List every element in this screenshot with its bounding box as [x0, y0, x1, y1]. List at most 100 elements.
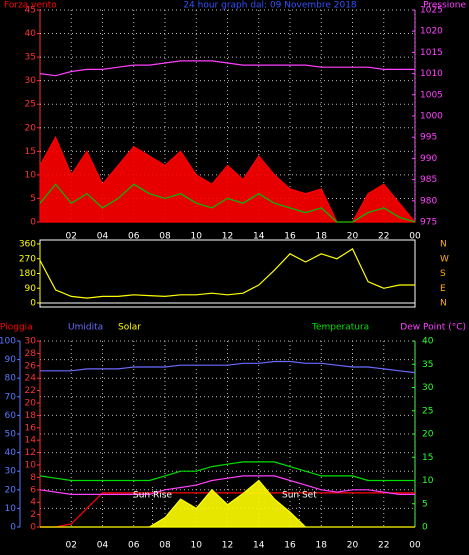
- x-tick-label: 14: [253, 232, 265, 242]
- y-tick-label: 180: [19, 269, 36, 279]
- y-tick-label: 25: [422, 406, 433, 416]
- y-tick-label: 70: [5, 392, 17, 402]
- series-line: [39, 183, 416, 223]
- chart-title: 24 hour graph dal: 09 Novembre 2018: [183, 1, 357, 11]
- y-tick-label: 10: [422, 476, 434, 486]
- y-tick-label: 45: [25, 6, 36, 16]
- annotation: Sun Rise: [133, 491, 172, 501]
- y-tick-label: 28: [25, 349, 37, 359]
- y-tick-label: 90: [5, 355, 17, 365]
- x-tick-label: 06: [128, 232, 140, 242]
- y-tick-label: 90: [25, 284, 37, 294]
- y-tick-label: S: [440, 269, 446, 279]
- series-line: [39, 60, 415, 77]
- x-tick-label: 06: [128, 541, 140, 551]
- y-tick-label: 2: [30, 510, 36, 520]
- y-tick-label: 990: [420, 154, 437, 164]
- legend-label: Temperatura: [311, 323, 369, 333]
- y-tick-label: 80: [5, 374, 17, 384]
- series-area: [39, 135, 417, 223]
- x-tick-label: 12: [222, 232, 233, 242]
- x-tick-label: 02: [66, 541, 77, 551]
- y-tick-label: 20: [25, 123, 37, 133]
- x-tick-label: 02: [66, 232, 77, 242]
- y-tick-label: 6: [30, 485, 36, 495]
- y-tick-label: 1000: [420, 112, 443, 122]
- y-tick-label: 1020: [420, 27, 443, 37]
- series-line: [39, 461, 415, 482]
- x-tick-label: 16: [284, 232, 296, 242]
- y-tick-label: 26: [25, 361, 37, 371]
- y-tick-label: W: [440, 254, 449, 264]
- series-line: [40, 492, 415, 528]
- x-tick-label: 00: [409, 541, 421, 551]
- y-tick-label: 14: [25, 436, 37, 446]
- y-tick-label: 1025: [420, 6, 443, 16]
- y-tick-label: 0: [422, 523, 428, 533]
- y-tick-label: 40: [5, 448, 17, 458]
- legend-label: Solar: [118, 323, 141, 333]
- y-tick-label: 30: [5, 467, 17, 477]
- legend-label: Dew Point (°C): [400, 323, 466, 333]
- y-tick-label: 16: [25, 423, 37, 433]
- y-tick-label: 4: [30, 498, 36, 508]
- y-tick-label: 10: [5, 504, 17, 514]
- x-tick-label: 12: [222, 541, 233, 551]
- y-tick-label: 15: [25, 147, 36, 157]
- y-tick-label: N: [440, 299, 447, 309]
- y-tick-label: 15: [422, 453, 433, 463]
- y-tick-label: 1010: [420, 69, 443, 79]
- x-tick-label: 20: [347, 232, 359, 242]
- legend-label: Pioggia: [0, 323, 33, 333]
- y-tick-label: 22: [25, 386, 36, 396]
- y-tick-label: 12: [25, 448, 36, 458]
- x-tick-label: 00: [409, 232, 421, 242]
- y-tick-label: 360: [19, 240, 36, 250]
- annotation: Sun Set: [282, 491, 317, 501]
- y-tick-label: 30: [25, 337, 37, 347]
- y-tick-label: 1015: [420, 48, 443, 58]
- y-tick-label: 10: [25, 170, 37, 180]
- series-area: [40, 479, 415, 528]
- x-tick-label: 20: [347, 541, 359, 551]
- y-tick-label: 20: [5, 485, 17, 495]
- y-tick-label: 0: [30, 299, 36, 309]
- x-tick-label: 18: [316, 541, 328, 551]
- y-tick-label: 980: [420, 196, 437, 206]
- y-tick-label: 30: [422, 383, 434, 393]
- y-tick-label: 40: [25, 29, 37, 39]
- x-tick-label: 04: [97, 541, 109, 551]
- y-tick-label: 30: [25, 76, 37, 86]
- x-tick-label: 14: [253, 541, 265, 551]
- y-tick-label: 985: [420, 175, 437, 185]
- x-tick-label: 08: [159, 232, 171, 242]
- series-line: [39, 475, 415, 495]
- y-tick-label: N: [440, 240, 447, 250]
- y-tick-label: 5: [422, 499, 428, 509]
- x-tick-label: 10: [191, 541, 203, 551]
- y-tick-label: 50: [5, 430, 17, 440]
- x-tick-label: 08: [159, 541, 171, 551]
- legend-label: Pressione: [423, 1, 466, 11]
- legend-label: Forza vento: [4, 1, 57, 11]
- x-tick-label: 04: [97, 232, 109, 242]
- y-tick-label: E: [440, 284, 446, 294]
- x-tick-label: 18: [316, 232, 328, 242]
- series-line: [39, 248, 415, 299]
- y-tick-label: 25: [25, 100, 36, 110]
- y-tick-label: 40: [422, 337, 434, 347]
- y-tick-label: 5: [30, 194, 36, 204]
- y-tick-label: 35: [422, 360, 433, 370]
- y-tick-label: 975: [420, 218, 437, 228]
- y-tick-label: 1005: [420, 90, 443, 100]
- x-tick-label: 16: [284, 541, 296, 551]
- series-line: [40, 360, 416, 374]
- legend-label: Umidita: [68, 323, 103, 333]
- y-tick-label: 20: [25, 399, 37, 409]
- y-tick-label: 270: [19, 254, 36, 264]
- y-tick-label: 24: [25, 374, 37, 384]
- y-tick-label: 995: [420, 133, 437, 143]
- x-tick-label: 22: [378, 541, 389, 551]
- y-tick-label: 60: [5, 411, 17, 421]
